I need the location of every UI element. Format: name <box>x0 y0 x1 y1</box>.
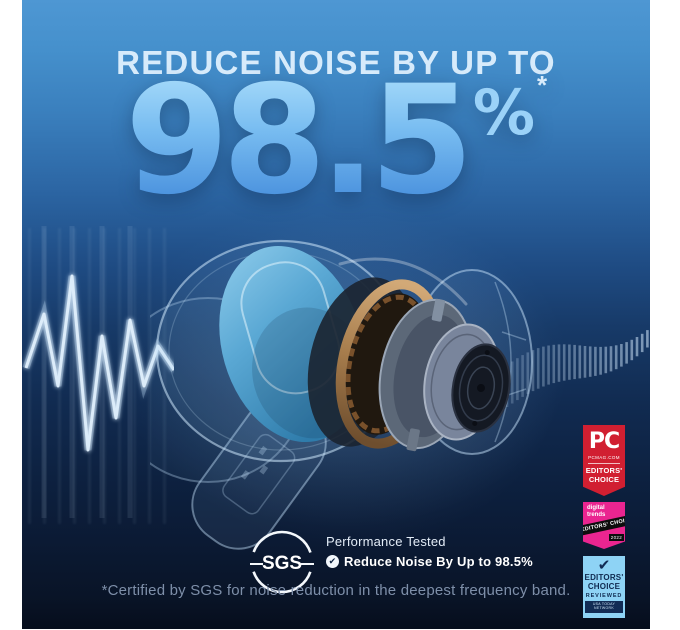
pcmag-divider <box>587 462 621 464</box>
stat-value: 98.5 <box>124 54 474 228</box>
reviewed-network-label: USA TODAY NETWORK <box>584 601 624 614</box>
pcmag-award-line2: CHOICE <box>588 474 620 484</box>
noise-claim-row: ✔ Reduce Noise By Up to 98.5% <box>326 554 533 569</box>
digital-trends-year: 2022 <box>608 534 624 541</box>
ad-canvas: REDUCE NOISE BY UP TO 98.5%* <box>22 0 650 629</box>
reviewed-check-icon: ✔ <box>597 557 611 574</box>
footnote: *Certified by SGS for noise reduction in… <box>101 582 571 599</box>
headline: REDUCE NOISE BY UP TO <box>116 44 556 81</box>
reviewed-editors-choice-badge: ✔ EDITORS' CHOICE REVIEWED USA TODAY NET… <box>583 556 625 618</box>
footnote-asterisk: * <box>537 70 548 100</box>
percent-sign: % <box>472 76 536 149</box>
earbud-illustration <box>150 217 560 550</box>
pcmag-award-line1: EDITORS' <box>585 465 623 475</box>
noise-reduction-stat: 98.5%* <box>22 66 650 216</box>
digital-trends-editors-choice-badge: digital trends EDITORS' CHOICE 2022 <box>583 502 625 549</box>
sgs-logo-text: SGS <box>262 553 302 574</box>
sgs-badge: SGS <box>250 530 314 594</box>
speaker-grille <box>451 343 511 433</box>
pcmag-site-label: PCMAG.COM <box>588 454 620 460</box>
reviewed-award-line1: EDITORS' <box>584 572 624 582</box>
performance-tested-label: Performance Tested <box>326 534 446 549</box>
pcmag-logo: PC <box>588 429 620 454</box>
audio-waveform-icon <box>22 226 174 518</box>
check-icon: ✔ <box>326 555 339 568</box>
pcmag-editors-choice-badge: PC PCMAG.COM EDITORS' CHOICE <box>583 425 625 496</box>
reviewed-award-line2: CHOICE <box>587 581 621 591</box>
noise-claim-label: Reduce Noise By Up to 98.5% <box>344 554 533 569</box>
reviewed-logo: REVIEWED <box>585 593 623 600</box>
digital-trends-logo: digital trends <box>587 505 606 518</box>
certification-text-block: Performance Tested ✔ Reduce Noise By Up … <box>326 534 533 569</box>
